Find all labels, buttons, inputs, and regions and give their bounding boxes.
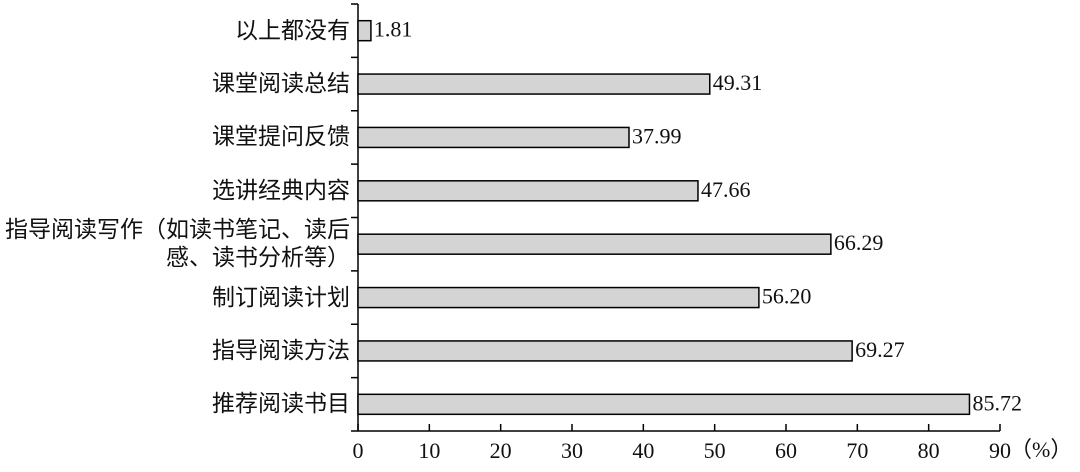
value-label: 1.81 xyxy=(374,17,413,42)
bar xyxy=(357,340,853,362)
category-label: 课堂阅读总结 xyxy=(212,71,350,97)
bar xyxy=(357,233,832,255)
bar xyxy=(357,393,971,416)
bar xyxy=(357,180,699,202)
value-label: 49.31 xyxy=(713,70,763,95)
x-tick-label: 20 xyxy=(490,438,512,463)
x-tick-label: 0 xyxy=(353,438,364,463)
category-label: 以上都没有 xyxy=(235,17,350,43)
category-label: 推荐阅读书目 xyxy=(212,391,350,417)
value-label: 69.27 xyxy=(855,337,905,362)
bar xyxy=(357,19,372,42)
category-label: 课堂提问反馈 xyxy=(212,124,350,150)
category-label: 指导阅读写作（如读书笔记、读后感、读书分析等） xyxy=(5,217,350,271)
category-label: 制订阅读计划 xyxy=(212,284,350,310)
value-label: 37.99 xyxy=(632,123,682,148)
x-tick-label: 30 xyxy=(561,438,583,463)
x-tick-label: 80 xyxy=(918,438,940,463)
category-label: 选讲经典内容 xyxy=(212,177,350,203)
x-tick-label: 60 xyxy=(775,438,797,463)
x-tick-label: 40 xyxy=(632,438,654,463)
value-label: 56.20 xyxy=(762,284,812,309)
x-tick-label: 70 xyxy=(846,438,868,463)
value-label: 85.72 xyxy=(972,390,1022,415)
value-label: 66.29 xyxy=(834,230,884,255)
x-tick-label: 90 xyxy=(989,438,1011,463)
value-label: 47.66 xyxy=(701,177,751,202)
x-axis-unit: （%） xyxy=(1010,437,1072,462)
bar xyxy=(357,126,630,149)
bar xyxy=(357,286,760,309)
bar xyxy=(357,73,711,95)
category-label: 指导阅读方法 xyxy=(212,337,350,363)
x-tick-label: 10 xyxy=(418,438,440,463)
x-tick-label: 50 xyxy=(704,438,726,463)
